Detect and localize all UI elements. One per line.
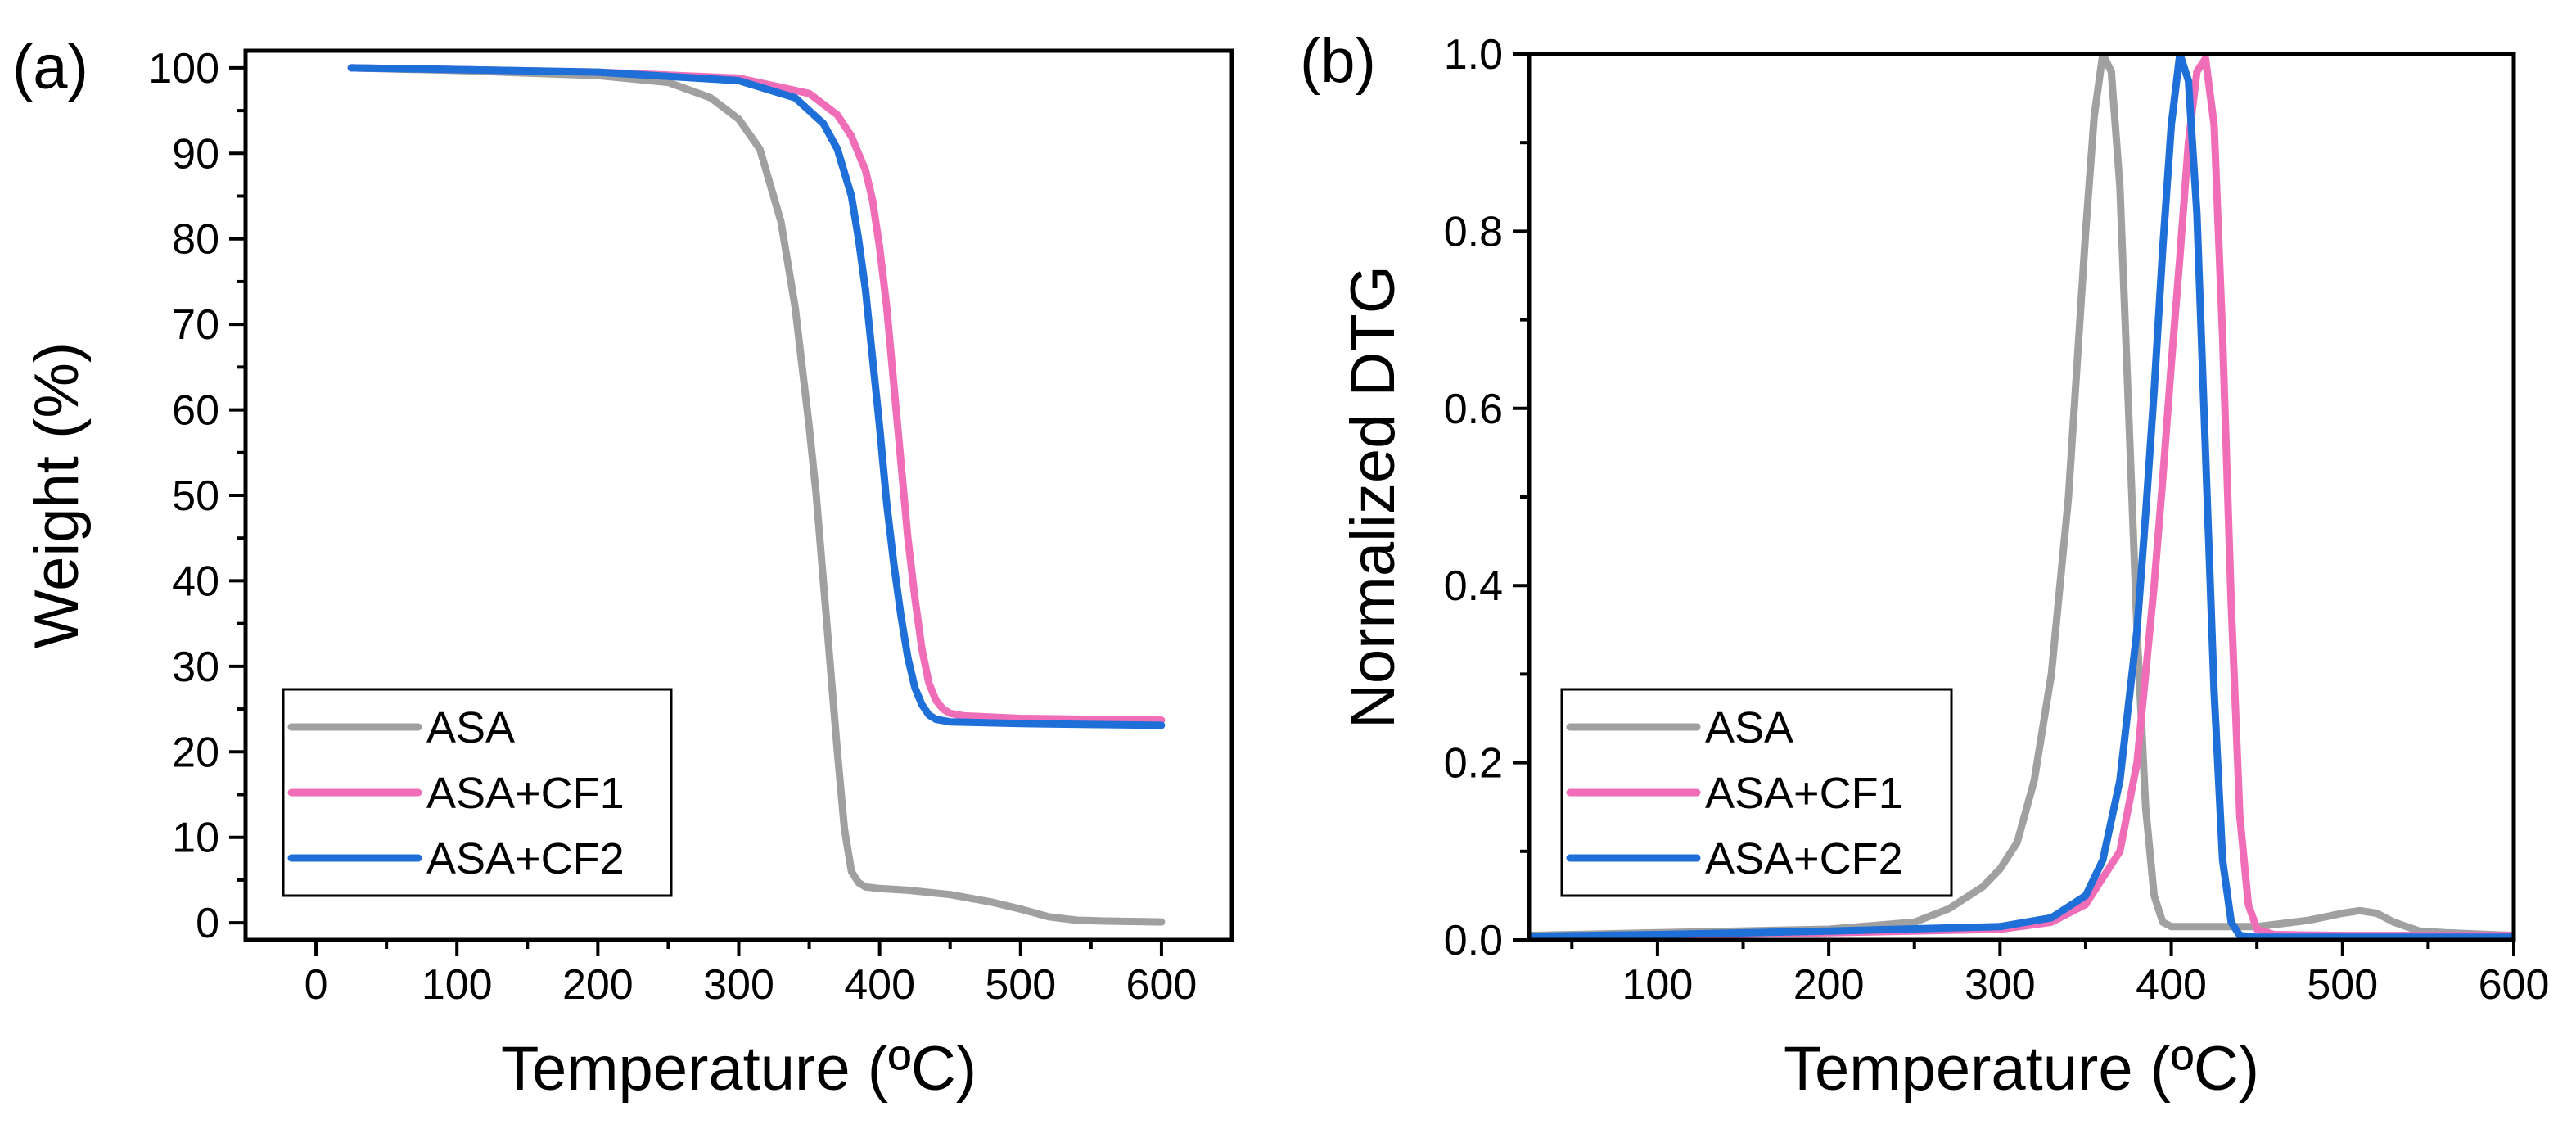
x-tick-label: 200 [562,961,634,1009]
x-axis-title: Temperature (ºC) [501,1034,977,1104]
series-line-asa [1529,54,2514,940]
y-tick-label: 0.0 [1444,917,1503,964]
series-line-asa-plus-cf2 [1529,54,2514,940]
series-line-asa-plus-cf1 [1529,54,2514,940]
legend-label: ASA+CF1 [426,769,625,818]
legend: ASA ASA+CF1 ASA+CF2 [282,688,673,897]
y-tick-label: 0.6 [1444,386,1503,433]
y-tick-label: 40 [172,558,219,605]
panel-label-a: (a) [12,33,88,102]
x-tick-label: 300 [703,961,774,1009]
series-line-asa-plus-cf2 [347,64,1166,729]
y-tick-label: 100 [148,45,219,93]
y-tick-label: 50 [172,472,219,520]
x-tick-label: 400 [844,961,915,1009]
panel-a: (a) 0 100 200 300 400 500 600 0 10 20 30 40 50 60 70 80 9… [12,33,1234,1104]
legend-label: ASA [426,703,515,752]
panel-label-b: (b) [1300,26,1376,96]
x-tick-label: 500 [2307,961,2378,1009]
series-group [347,64,1166,926]
y-tick-label: 0.2 [1444,740,1503,788]
y-tick-label: 20 [172,729,219,776]
y-tick-label: 70 [172,301,219,349]
x-tick-label: 500 [985,961,1056,1009]
legend: ASA ASA+CF1 ASA+CF2 [1560,688,1953,897]
x-tick-label: 400 [2136,961,2207,1009]
x-axis-title: Temperature (ºC) [1784,1034,2259,1104]
y-tick-label: 80 [172,216,219,264]
y-tick-label: 1.0 [1444,31,1503,79]
legend-label: ASA [1705,703,1793,752]
series-line-asa-plus-cf1 [347,64,1166,725]
x-tick-label: 300 [1965,961,2036,1009]
y-tick-label: 0.4 [1444,562,1503,610]
legend-label: ASA+CF2 [426,834,625,883]
y-tick-label: 10 [172,815,219,862]
x-tick-label: 100 [1622,961,1694,1009]
series-group [1529,54,2514,940]
legend-label: ASA+CF2 [1705,834,1903,883]
y-tick-label: 90 [172,130,219,178]
y-axis-title: Weight (%) [22,342,92,648]
panel-b: (b) 100 200 300 400 500 600 0.0 0.2 0.4 0.6 0.8 1.0 T… [1300,26,2549,1104]
x-tick-label: 200 [1793,961,1865,1009]
y-tick-label: 30 [172,644,219,691]
y-axis-title: Normalized DTG [1338,265,1408,729]
x-tick-label: 0 [305,961,328,1009]
y-tick-label: 60 [172,387,219,435]
x-tick-label: 600 [2479,961,2550,1009]
legend-label: ASA+CF1 [1705,769,1903,818]
x-tick-label: 100 [422,961,493,1009]
y-tick-label: 0 [196,900,219,947]
series-line-asa [347,64,1166,926]
y-tick-label: 0.8 [1444,208,1503,255]
x-tick-label: 600 [1126,961,1198,1009]
